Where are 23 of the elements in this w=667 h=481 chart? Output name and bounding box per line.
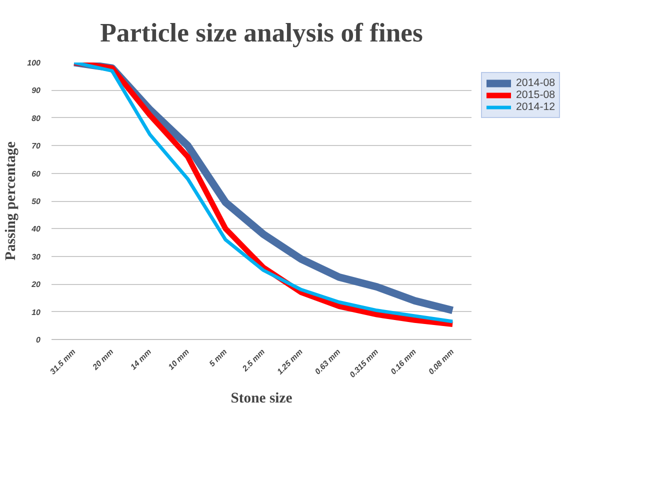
y-tick-label: 30 [32, 252, 42, 262]
y-tick-label: 0 [36, 336, 42, 344]
legend-label: 2015-08 [516, 89, 556, 101]
chart-title: Particle size analysis of fines [100, 18, 423, 48]
x-axis-title: Stone size [230, 390, 293, 407]
x-tick-label: 0.63 mm [313, 347, 342, 376]
y-tick-label: 60 [32, 169, 42, 178]
x-tick-label: 2.5 mm [240, 347, 267, 374]
y-tick-label: 40 [30, 224, 42, 234]
y-axis-title: Passing percentage [3, 141, 20, 260]
x-tick-label: 5 mm [208, 347, 229, 368]
x-tick-label: 10 mm [166, 347, 191, 372]
y-tick-label: 90 [32, 86, 42, 96]
y-tick-label: 10 [32, 308, 42, 317]
x-tick-label: 14 mm [128, 347, 154, 372]
y-tick-label: 80 [32, 114, 42, 123]
y-tick-label: 50 [32, 197, 42, 206]
x-tick-label: 20 mm [90, 347, 116, 372]
legend-label: 2014-08 [516, 77, 556, 89]
y-tick-label: 20 [30, 280, 42, 290]
y-tick-label: 100 [27, 58, 42, 68]
y-tick-label: 70 [32, 142, 42, 151]
legend-label: 2014-12 [516, 101, 556, 113]
